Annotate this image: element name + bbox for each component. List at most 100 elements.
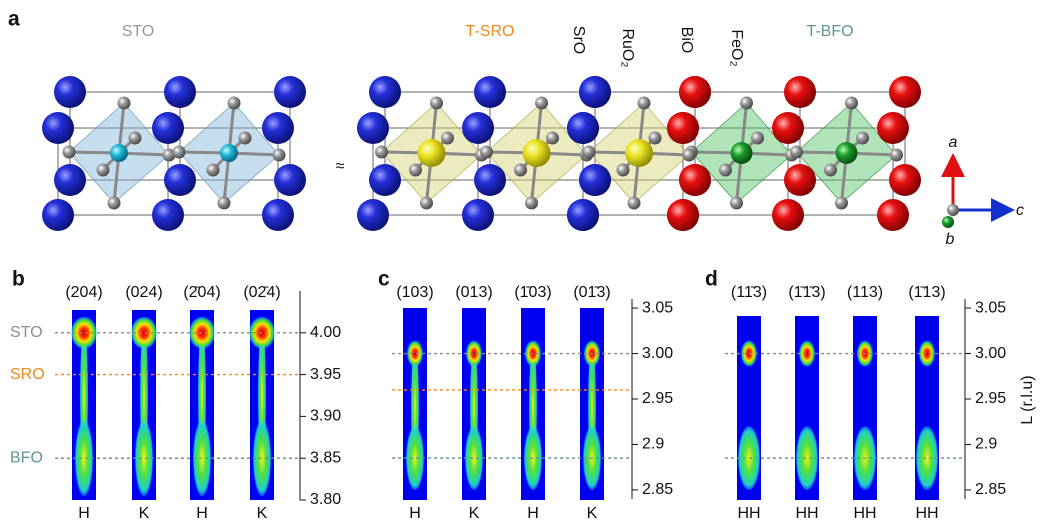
column-header: (1̄03) <box>514 284 551 301</box>
y-axis-label: L (r.l.u) <box>1019 375 1036 424</box>
x-label: HH <box>853 505 876 522</box>
oxygen-atom <box>206 163 220 177</box>
b-site-atom <box>835 142 858 164</box>
y-tick-label: 3.85 <box>310 449 341 466</box>
oxygen-atom <box>582 145 596 159</box>
rsm-film-peak <box>796 426 818 491</box>
a-site-atom <box>164 76 196 108</box>
oxygen-atom <box>890 148 903 162</box>
oxygen-atom <box>409 163 422 177</box>
oxygen-atom <box>824 163 837 177</box>
axis-b: b <box>946 231 955 248</box>
oxygen-atom <box>730 196 743 210</box>
a-site-atom <box>889 76 921 108</box>
x-label: H <box>78 505 90 522</box>
axis-a: a <box>949 134 958 151</box>
a-site-atom <box>679 164 711 196</box>
oxygen-atom <box>430 96 443 110</box>
reference-label: STO <box>10 324 43 341</box>
oxygen-atom <box>637 96 651 110</box>
y-tick-label: 2.95 <box>975 390 1006 407</box>
a-site-atom <box>667 199 699 231</box>
approx: ≈ <box>336 158 345 175</box>
y-tick-label: 2.85 <box>642 481 673 498</box>
rsm-substrate-peak <box>799 340 815 367</box>
oxygen-atom <box>525 196 538 210</box>
column-header: (1̄13) <box>908 284 945 301</box>
oxygen-atom <box>682 148 696 162</box>
oxygen-atom <box>856 131 869 145</box>
layer-label: RuO₂ <box>619 28 636 67</box>
axis-triad: a c b <box>941 134 1024 248</box>
oxygen-atom <box>535 96 548 110</box>
oxygen-atom <box>238 131 252 145</box>
x-label: K <box>139 505 150 522</box>
x-label: H <box>409 505 421 522</box>
atom <box>942 216 954 228</box>
panel-label: c <box>378 268 390 291</box>
oxygen-atom <box>227 96 241 110</box>
a-site-atom <box>889 164 921 196</box>
column-header: (024) <box>125 284 162 301</box>
a-site-atom <box>462 112 494 144</box>
rsm-film-peak <box>193 420 211 497</box>
oxygen-atom <box>420 196 433 210</box>
a-site-atom <box>42 199 74 231</box>
column-header: (1̄1̄3) <box>788 284 825 301</box>
a-site-atom <box>667 112 699 144</box>
rsm-substrate-peak <box>189 316 215 349</box>
a-site-atom <box>772 199 804 231</box>
a-site-atom <box>474 76 506 108</box>
column-header: (11̄3) <box>731 284 767 301</box>
a-site-atom <box>357 112 389 144</box>
oxygen-atom <box>375 145 388 159</box>
oxygen-atom <box>62 145 76 159</box>
panel-label: a <box>8 8 20 31</box>
oxygen-atom <box>162 148 176 162</box>
b-site-atom <box>417 139 446 167</box>
rsm-substrate-peak <box>919 340 935 367</box>
y-tick-label: 2.85 <box>975 481 1006 498</box>
a-site-atom <box>474 164 506 196</box>
y-tick-label: 3.05 <box>642 299 673 316</box>
rsm-panels: b (204) H (024) K (2̄04) H (02̄4) K STO SRO BFO 3.80… <box>10 268 1036 523</box>
column-header: (204) <box>65 284 102 301</box>
rsm-substrate-peak <box>131 316 157 349</box>
layer-label: FeO₂ <box>728 29 745 66</box>
a-site-atom <box>274 164 306 196</box>
oxygen-atom <box>719 163 732 177</box>
x-label: HH <box>737 505 760 522</box>
a-site-atom <box>54 164 86 196</box>
oxygen-atom <box>128 131 142 145</box>
oxygen-atom <box>845 96 858 110</box>
y-tick-label: 2.95 <box>642 390 673 407</box>
b-site-atom <box>110 144 128 162</box>
y-tick-label: 3.05 <box>975 299 1006 316</box>
a-site-atom <box>54 76 86 108</box>
reference-label: SRO <box>10 366 45 383</box>
sro-label: T-SRO <box>466 23 515 40</box>
rsm-substrate-peak <box>407 340 423 367</box>
a-site-atom <box>462 199 494 231</box>
x-label: K <box>469 505 480 522</box>
oxygen-atom <box>480 145 493 159</box>
y-tick-label: 3.00 <box>975 345 1006 362</box>
rsm-substrate-peak <box>466 340 482 367</box>
sto-label: STO <box>122 23 155 40</box>
panel-label: b <box>12 268 25 291</box>
rsm-film-peak <box>135 420 153 497</box>
oxygen-atom <box>835 196 848 210</box>
rsm-substrate-peak <box>71 316 97 349</box>
crystal-structures <box>42 76 921 231</box>
x-label: H <box>196 505 208 522</box>
rsm-film-peak <box>465 426 483 491</box>
column-header: (01̄3) <box>573 284 610 301</box>
column-header: (113) <box>847 284 883 301</box>
rsm-film-peak <box>916 426 938 491</box>
a-site-atom <box>262 199 294 231</box>
a-site-atom <box>369 164 401 196</box>
column-header: (103) <box>396 284 433 301</box>
axis-c: c <box>1016 202 1024 219</box>
atom <box>947 204 959 216</box>
oxygen-atom <box>616 163 630 177</box>
